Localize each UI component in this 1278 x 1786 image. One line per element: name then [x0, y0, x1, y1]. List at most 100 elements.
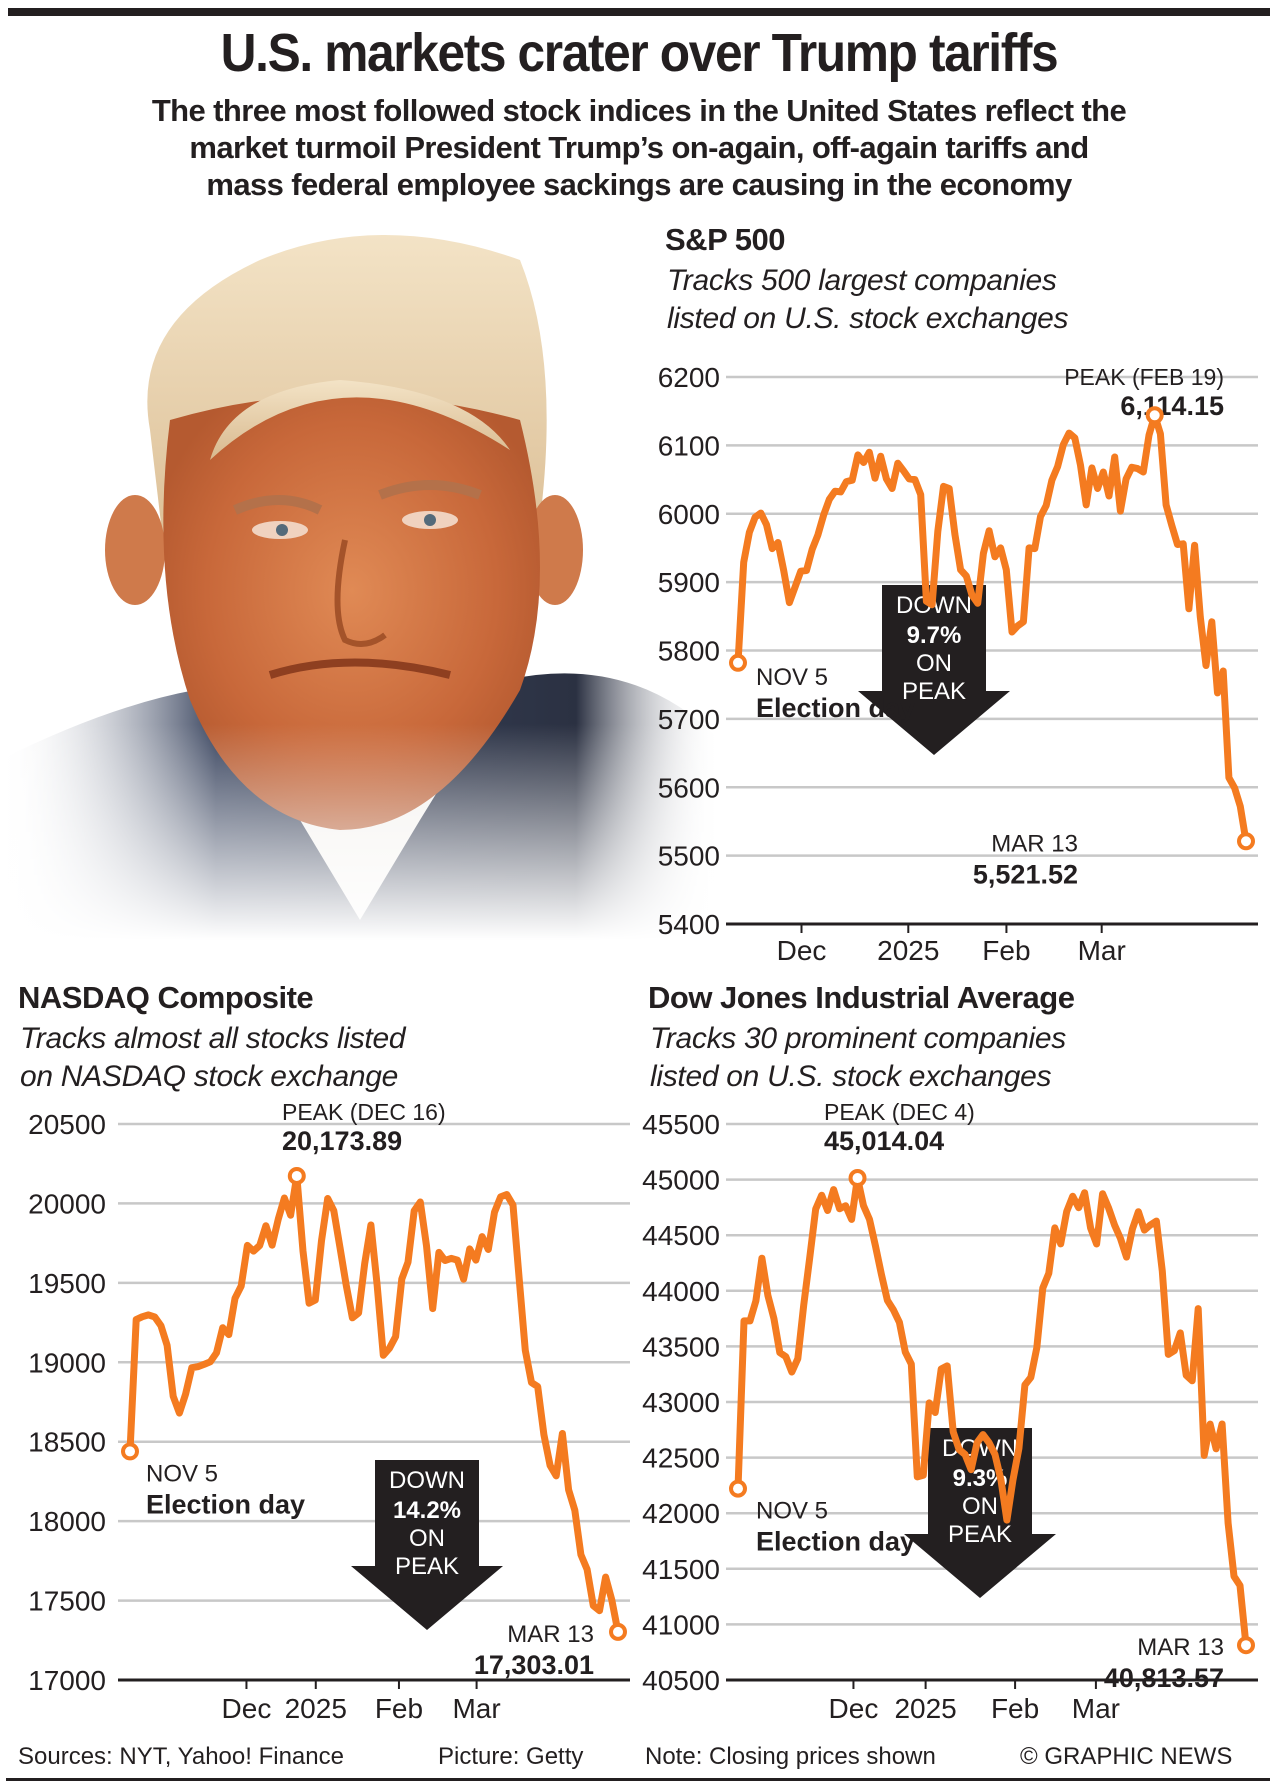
peak-label: PEAK (DEC 16) — [282, 1099, 446, 1125]
nasdaq-title: NASDAQ Composite — [18, 980, 314, 1015]
peak-label: PEAK (FEB 19) — [1064, 364, 1224, 390]
y-tick-label: 41000 — [642, 1609, 720, 1640]
y-tick-label: 44000 — [642, 1276, 720, 1307]
x-tick-label: 2025 — [894, 1693, 956, 1724]
start-marker — [121, 1442, 139, 1461]
end-value: 17,303.01 — [474, 1650, 594, 1680]
y-tick-label: 40500 — [642, 1665, 720, 1696]
description-line: Tracks 500 largest companies — [667, 264, 1057, 297]
peak-value: 20,173.89 — [282, 1126, 402, 1156]
x-tick-label: Feb — [991, 1693, 1039, 1724]
sp500-chart: 5400 5500 5600 5700 5800 5900 6000 6100 6200 Dec 2… — [658, 362, 1258, 966]
x-tick-label: Mar — [1078, 935, 1126, 966]
end-marker — [1237, 1636, 1255, 1655]
election-day-label: Election day — [756, 1527, 915, 1557]
y-tick-label: 20500 — [28, 1109, 106, 1140]
election-day-label: Election day — [146, 1489, 305, 1519]
arrow-label-down: DOWN — [389, 1467, 465, 1494]
down-arrow-icon — [858, 585, 1010, 755]
x-tick-label: Dec — [829, 1693, 879, 1724]
y-tick-label: 19500 — [28, 1268, 106, 1299]
y-tick-label: 19000 — [28, 1347, 106, 1378]
sources-credit: Sources: NYT, Yahoo! Finance — [18, 1743, 344, 1770]
dow-title: Dow Jones Industrial Average — [648, 980, 1075, 1015]
description-line: Tracks 30 prominent companies — [650, 1022, 1066, 1055]
x-tick-label: Mar — [1072, 1693, 1120, 1724]
y-tick-label: 45000 — [642, 1165, 720, 1196]
end-marker — [609, 1622, 627, 1641]
y-tick-label: 6100 — [658, 430, 720, 461]
arrow-percent: 9.7% — [907, 622, 962, 649]
y-tick-label: 6000 — [658, 499, 720, 530]
y-tick-label: 5900 — [658, 567, 720, 598]
end-value: 40,813.57 — [1104, 1663, 1224, 1693]
y-tick-label: 6200 — [658, 362, 720, 393]
end-date-label: MAR 13 — [991, 830, 1078, 857]
y-tick-label: 20000 — [28, 1188, 106, 1219]
down-arrow-icon — [351, 1460, 503, 1630]
y-tick-label: 42000 — [642, 1498, 720, 1529]
end-marker — [1237, 832, 1255, 851]
y-tick-label: 17000 — [28, 1665, 106, 1696]
picture-credit: Picture: Getty — [438, 1743, 584, 1770]
x-tick-label: Feb — [375, 1693, 423, 1724]
x-tick-label: 2025 — [877, 935, 939, 966]
x-tick-label: Mar — [452, 1693, 500, 1724]
subtitle-line: mass federal employee sackings are causi… — [206, 167, 1072, 202]
peak-value: 6,114.15 — [1120, 391, 1224, 421]
nasdaq-description: Tracks almost all stocks listed on NASDA… — [20, 1020, 406, 1096]
y-tick-label: 18500 — [28, 1427, 106, 1458]
y-tick-label: 5800 — [658, 636, 720, 667]
y-tick-label: 45500 — [642, 1109, 720, 1140]
start-date-label: NOV 5 — [756, 1498, 828, 1525]
y-tick-label: 5700 — [658, 704, 720, 735]
arrow-label-peak: PEAK — [395, 1553, 459, 1580]
end-date-label: MAR 13 — [1137, 1634, 1224, 1661]
arrow-label-peak: PEAK — [902, 678, 966, 705]
y-tick-label: 43000 — [642, 1387, 720, 1418]
dow-chart: 40500 41000 41500 42000 42500 43000 43500 44000… — [642, 1099, 1258, 1724]
start-marker — [729, 653, 747, 672]
start-date-label: NOV 5 — [756, 664, 828, 691]
graphic-news-credit: © GRAPHIC NEWS — [1020, 1743, 1233, 1770]
series-line — [126, 1172, 622, 1636]
arrow-label-on: ON — [409, 1525, 445, 1552]
y-tick-label: 43500 — [642, 1331, 720, 1362]
dow-description: Tracks 30 prominent companies listed on … — [650, 1020, 1066, 1096]
peak-label: PEAK (DEC 4) — [824, 1099, 975, 1125]
x-tick-label: Dec — [777, 935, 827, 966]
x-tick-label: 2025 — [285, 1693, 347, 1724]
peak-value: 45,014.04 — [824, 1126, 944, 1156]
description-line: on NASDAQ stock exchange — [20, 1060, 398, 1093]
subtitle-line: The three most followed stock indices in… — [151, 93, 1127, 128]
arrow-label-on: ON — [916, 650, 952, 677]
sp500-title: S&P 500 — [665, 222, 786, 257]
start-marker — [729, 1479, 747, 1498]
nasdaq-chart: 17000 17500 18000 18500 19000 19500 20000 20500… — [28, 1099, 630, 1724]
page-subtitle: The three most followed stock indices in… — [40, 92, 1238, 203]
description-line: listed on U.S. stock exchanges — [650, 1060, 1052, 1093]
arrow-label-on: ON — [962, 1493, 998, 1520]
y-tick-label: 5600 — [658, 772, 720, 803]
series-line — [734, 1174, 1250, 1649]
series-line — [734, 411, 1250, 845]
x-tick-label: Feb — [982, 935, 1030, 966]
end-date-label: MAR 13 — [507, 1621, 594, 1648]
election-day-label: Election day — [756, 693, 915, 723]
closing-prices-note: Note: Closing prices shown — [645, 1743, 936, 1770]
bottom-rule — [6, 1778, 1270, 1781]
page-title: U.S. markets crater over Trump tariffs — [220, 23, 1059, 83]
arrow-label-peak: PEAK — [948, 1521, 1012, 1548]
y-tick-label: 17500 — [28, 1586, 106, 1617]
start-date-label: NOV 5 — [146, 1460, 218, 1487]
top-rule — [8, 8, 1270, 16]
peak-marker — [287, 1166, 306, 1185]
portrait-photo — [0, 220, 720, 940]
description-line: Tracks almost all stocks listed — [20, 1022, 406, 1055]
end-value: 5,521.52 — [973, 859, 1078, 889]
y-tick-label: 41500 — [642, 1554, 720, 1585]
y-tick-label: 42500 — [642, 1443, 720, 1474]
y-tick-label: 5500 — [658, 841, 720, 872]
x-tick-label: Dec — [222, 1693, 272, 1724]
y-tick-label: 18000 — [28, 1506, 106, 1537]
